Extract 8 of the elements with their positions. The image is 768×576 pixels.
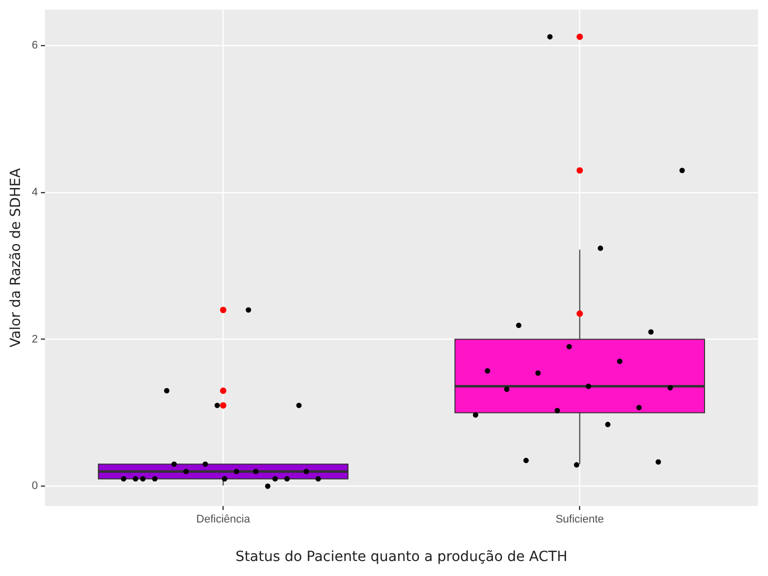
- x-tick-label: Deficiência: [196, 514, 251, 526]
- y-tick-label: 0: [32, 480, 38, 492]
- y-axis-title: Valor da Razão de SDHEA: [8, 168, 24, 348]
- x-axis-title: Status do Paciente quanto a produção de ACTH: [236, 549, 568, 566]
- y-tick-label: 2: [32, 333, 38, 346]
- x-tick-label: Suficiente: [556, 514, 604, 526]
- y-tick-label: 6: [32, 40, 38, 52]
- y-tick-label: 4: [32, 186, 38, 198]
